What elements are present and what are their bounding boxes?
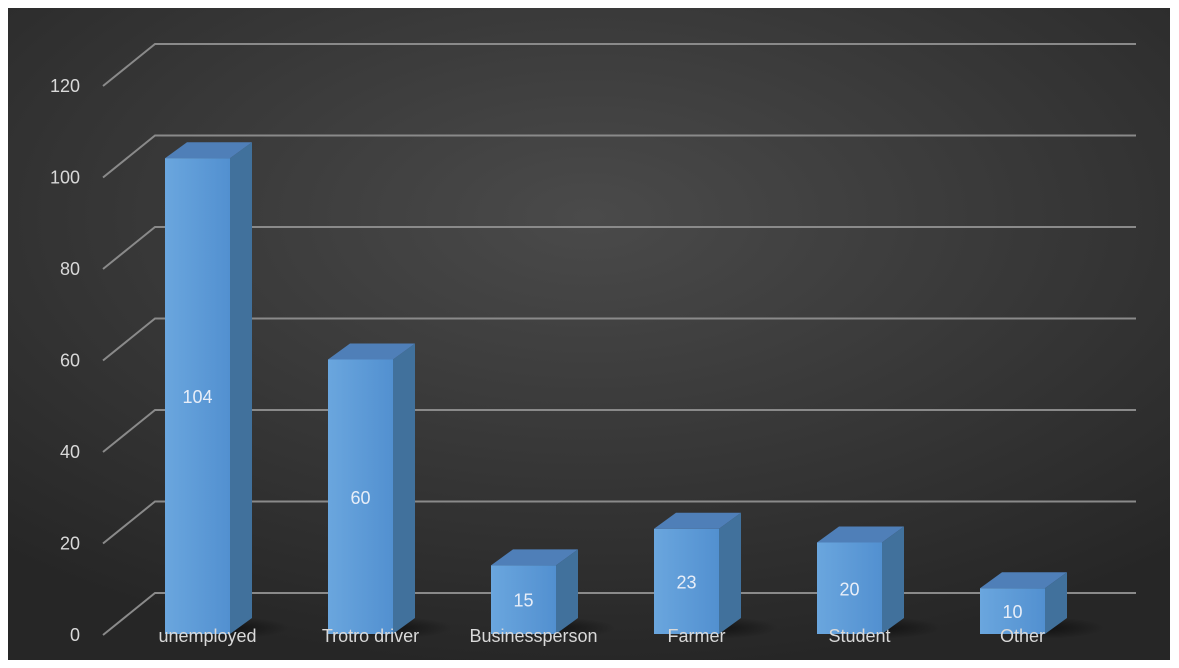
bar-shadows (165, 617, 1105, 639)
gridline (102, 592, 1136, 636)
data-label: 15 (513, 591, 533, 611)
chart-area: 0 20 40 60 80 100 120 104 60 15 23 20 10 unemployed… (8, 8, 1170, 660)
y-tick-label: 20 (60, 534, 80, 554)
gridline (102, 500, 1136, 545)
bar (328, 359, 393, 634)
bar-top (654, 512, 741, 529)
y-tick-label: 80 (60, 259, 80, 279)
x-tick-label: Businessperson (469, 626, 597, 646)
data-label: 60 (350, 488, 370, 508)
x-tick-label: Trotro driver (322, 626, 419, 646)
bar-chart: 0 20 40 60 80 100 120 104 60 15 23 20 10 unemployed… (50, 43, 1136, 646)
bar-top (491, 549, 578, 566)
bar-top (980, 572, 1067, 589)
x-tick-label: unemployed (158, 626, 256, 646)
x-axis: unemployed Trotro driver Businessperson Far… (158, 626, 1045, 646)
bars: 104 60 15 23 20 10 (165, 142, 1067, 634)
y-tick-label: 100 (50, 168, 80, 188)
bar-side (1045, 572, 1067, 634)
bar (654, 528, 719, 634)
y-tick-label: 40 (60, 442, 80, 462)
bar (817, 542, 882, 634)
bar-side (230, 142, 252, 634)
bar (980, 588, 1045, 634)
bar-top (328, 343, 415, 360)
gridline (102, 134, 1136, 179)
x-tick-label: Student (828, 626, 890, 646)
bar-side (556, 549, 578, 634)
bar-top (817, 526, 904, 543)
y-tick-label: 60 (60, 351, 80, 371)
y-axis: 0 20 40 60 80 100 120 (50, 76, 80, 645)
gridline (102, 317, 1136, 362)
bar-side (882, 526, 904, 634)
y-tick-label: 120 (50, 76, 80, 96)
gridline (102, 226, 1136, 270)
gridline (102, 409, 1136, 453)
x-tick-label: Other (1000, 626, 1045, 646)
data-label: 104 (182, 387, 212, 407)
bar-side (393, 343, 415, 634)
data-label: 20 (839, 579, 859, 599)
gridline (102, 43, 1136, 87)
data-label: 23 (676, 572, 696, 592)
bar (491, 565, 556, 634)
x-tick-label: Farmer (668, 626, 726, 646)
gridlines (102, 43, 1136, 636)
bar-side (719, 512, 741, 634)
data-label: 10 (1002, 602, 1022, 622)
bar (165, 158, 230, 634)
bar-top (165, 142, 252, 159)
y-tick-label: 0 (70, 625, 80, 645)
